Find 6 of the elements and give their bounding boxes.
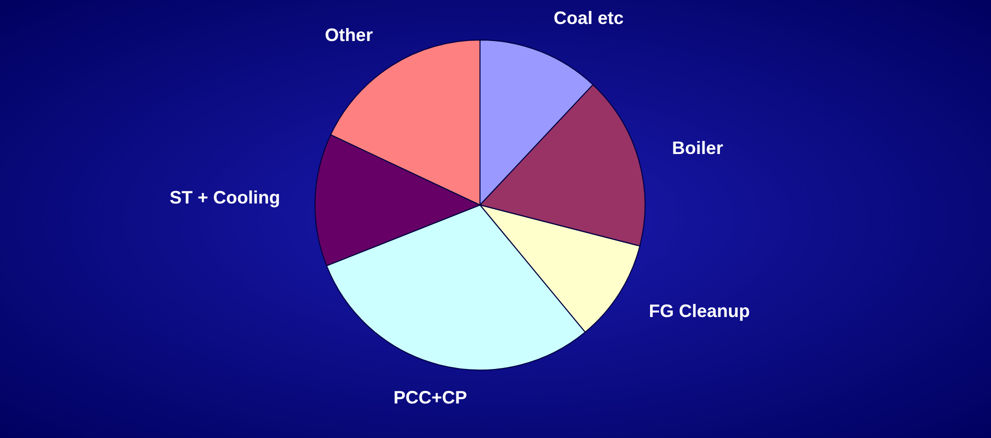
- slice-label: Boiler: [672, 138, 724, 158]
- slice-label: ST + Cooling: [170, 188, 280, 208]
- slice-label: Other: [324, 25, 373, 46]
- slice-label: FG Cleanup: [648, 301, 750, 322]
- slice-label: Coal etc: [554, 8, 624, 28]
- slice-label: PCC+CP: [393, 388, 468, 408]
